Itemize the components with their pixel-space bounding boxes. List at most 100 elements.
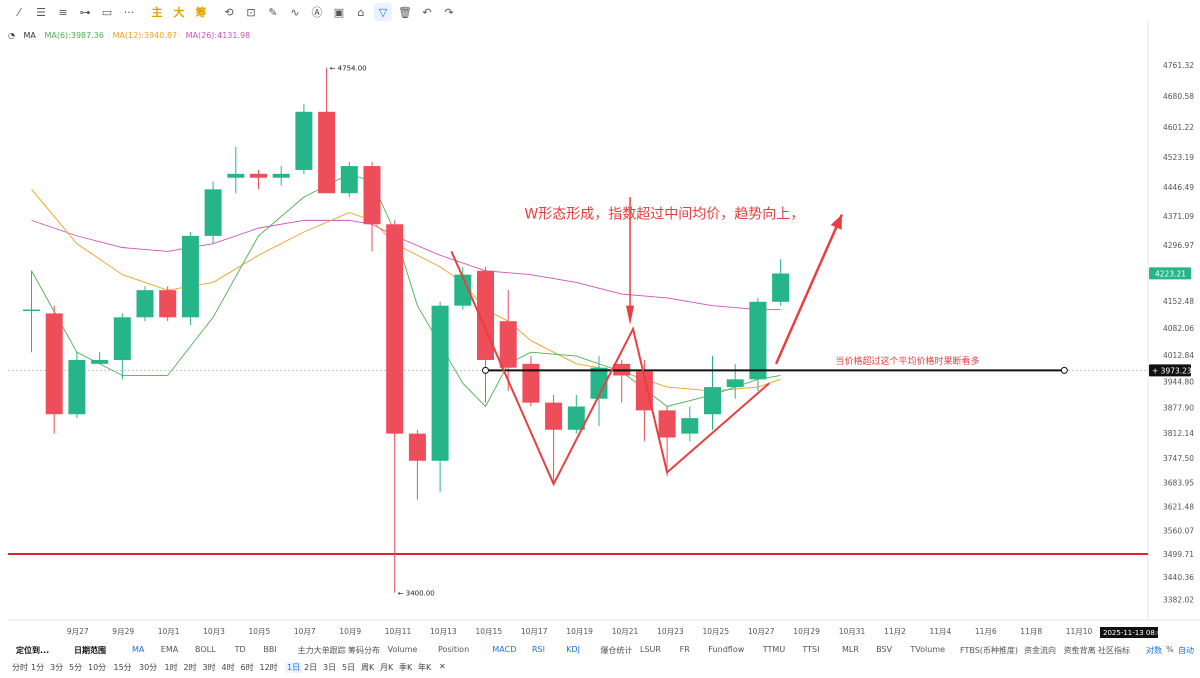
auto-scale-toggle[interactable]: 自动 [1178, 646, 1194, 655]
interval-16[interactable]: 5日 [342, 663, 356, 672]
mode-1-button[interactable]: 大 [173, 6, 185, 19]
indicator-tab-6[interactable]: 筹码分布 [348, 646, 380, 655]
horizontal-line-icon[interactable]: ☰ [36, 5, 46, 19]
text-icon[interactable]: Ⓐ [311, 6, 323, 19]
interval-0[interactable]: 分时 [12, 663, 28, 672]
interval-4[interactable]: 10分 [88, 663, 107, 672]
interval-6[interactable]: 30分 [139, 663, 158, 672]
ma-label[interactable]: MA [23, 31, 36, 40]
mode-2-button[interactable]: 筹 [195, 6, 207, 19]
candle-body[interactable] [159, 290, 177, 318]
indicator-tab-10[interactable]: RSI [532, 645, 545, 654]
candle-body[interactable] [408, 433, 426, 461]
interval-8[interactable]: 2时 [183, 663, 197, 672]
candle-body[interactable] [113, 317, 131, 360]
indicator-tab-19[interactable]: BSV [876, 645, 893, 654]
brush-icon[interactable]: ∿ [290, 5, 300, 19]
indicator-tab-15[interactable]: Fundflow [708, 645, 745, 654]
candle-body[interactable] [250, 173, 267, 178]
interval-11[interactable]: 6时 [240, 663, 254, 672]
mode-0-button[interactable]: 主 [151, 6, 163, 19]
rectangle-icon[interactable]: ▭ [101, 5, 113, 19]
ma-eye-icon[interactable]: ◔ [8, 31, 15, 40]
candle-body[interactable] [45, 313, 63, 415]
w-pattern-line[interactable] [450, 250, 770, 487]
crop-icon[interactable]: ⊡ [246, 5, 256, 19]
indicator-tab-17[interactable]: TTSI [802, 645, 820, 654]
more-indicators-icon[interactable]: › [1072, 644, 1076, 653]
redo-icon[interactable]: ↷ [444, 5, 454, 19]
candle-body[interactable] [499, 321, 517, 368]
candle-body[interactable] [749, 301, 767, 380]
indicator-tab-9[interactable]: MACD [492, 645, 517, 654]
close-intervals-icon[interactable]: ✕ [439, 662, 446, 671]
candle-body[interactable] [136, 290, 154, 318]
indicator-tab-7[interactable]: Volume [387, 645, 418, 654]
candle-body[interactable] [295, 111, 313, 170]
indicator-tab-23[interactable]: 资金背离 [1063, 646, 1096, 655]
price-chart[interactable]: 4761.32 4680.58 4601.22 4523.19 4446.49 4371.… [0, 0, 1200, 638]
candle-body[interactable] [454, 274, 472, 306]
locate-button[interactable]: 定位到... [16, 646, 50, 655]
interval-20[interactable]: 年K [418, 663, 432, 672]
candle-body[interactable] [68, 359, 86, 415]
interval-10[interactable]: 4时 [221, 663, 235, 672]
more-icon[interactable]: ··· [123, 5, 135, 19]
candle-body[interactable] [545, 402, 563, 430]
interval-19[interactable]: 季K [399, 663, 413, 672]
indicator-tab-0[interactable]: MA [132, 645, 145, 654]
parallel-lines-icon[interactable]: ≡ [58, 5, 68, 19]
interval-1[interactable]: 1分 [31, 663, 45, 672]
candle-body[interactable] [204, 189, 222, 236]
candle-body[interactable] [227, 173, 245, 178]
lock-icon[interactable]: ⌂ [357, 5, 365, 19]
line-icon[interactable]: ⁄ [18, 5, 20, 19]
interval-14[interactable]: 2日 [304, 663, 318, 672]
candle-body[interactable] [363, 166, 381, 225]
candle-body[interactable] [658, 410, 676, 438]
candle-body[interactable] [318, 111, 336, 194]
candle-body[interactable] [704, 387, 721, 415]
candle-body[interactable] [635, 371, 653, 411]
community-indicator-button[interactable]: 社区指标 [1098, 646, 1130, 655]
trend-arrow-shaft[interactable] [774, 214, 844, 365]
candle-body[interactable] [522, 363, 540, 403]
indicator-tab-12[interactable]: 爆仓统计 [600, 646, 633, 655]
candle-body[interactable] [681, 418, 699, 434]
interval-13[interactable]: 1日 [285, 662, 303, 673]
indicator-tab-20[interactable]: TVolume [910, 645, 946, 654]
fib-icon[interactable]: ⊶ [79, 5, 91, 19]
candle-body[interactable] [340, 166, 358, 194]
date-range-button[interactable]: 日期范围 [74, 646, 106, 655]
interval-7[interactable]: 1时 [164, 663, 178, 672]
candle-body[interactable] [23, 309, 40, 312]
interval-15[interactable]: 3日 [323, 663, 337, 672]
trash-icon[interactable]: 🗑 [398, 5, 412, 19]
indicator-tab-21[interactable]: FTBS(币种推度) [960, 646, 1019, 655]
candle-body[interactable] [431, 305, 449, 461]
interval-2[interactable]: 3分 [50, 663, 64, 672]
interval-18[interactable]: 月K [380, 663, 394, 672]
candle-body[interactable] [726, 379, 744, 388]
neckline-start-handle[interactable] [482, 366, 489, 374]
indicator-tab-13[interactable]: LSUR [640, 645, 661, 654]
candle-body[interactable] [91, 359, 109, 364]
filter-icon[interactable]: ▽ [374, 3, 392, 21]
indicator-tab-14[interactable]: FR [679, 645, 690, 654]
candle-body[interactable] [272, 173, 290, 178]
candle-body[interactable] [386, 224, 404, 434]
indicator-tab-2[interactable]: BOLL [195, 645, 216, 654]
candle-body[interactable] [772, 273, 790, 302]
candle-body[interactable] [181, 235, 199, 318]
indicator-tab-8[interactable]: Position [438, 645, 470, 654]
indicator-tab-18[interactable]: MLR [842, 645, 859, 654]
candle-body[interactable] [590, 367, 608, 399]
image-icon[interactable]: ▣ [333, 5, 345, 19]
interval-9[interactable]: 3时 [202, 663, 216, 672]
pencil-icon[interactable]: ✎ [268, 5, 278, 19]
indicator-tab-5[interactable]: 主力大单跟踪 [297, 646, 346, 655]
magnet-icon[interactable]: ⟲ [224, 5, 234, 19]
neckline-end-handle[interactable] [1060, 366, 1068, 374]
undo-icon[interactable]: ↶ [422, 5, 432, 19]
indicator-tab-1[interactable]: EMA [160, 645, 179, 654]
